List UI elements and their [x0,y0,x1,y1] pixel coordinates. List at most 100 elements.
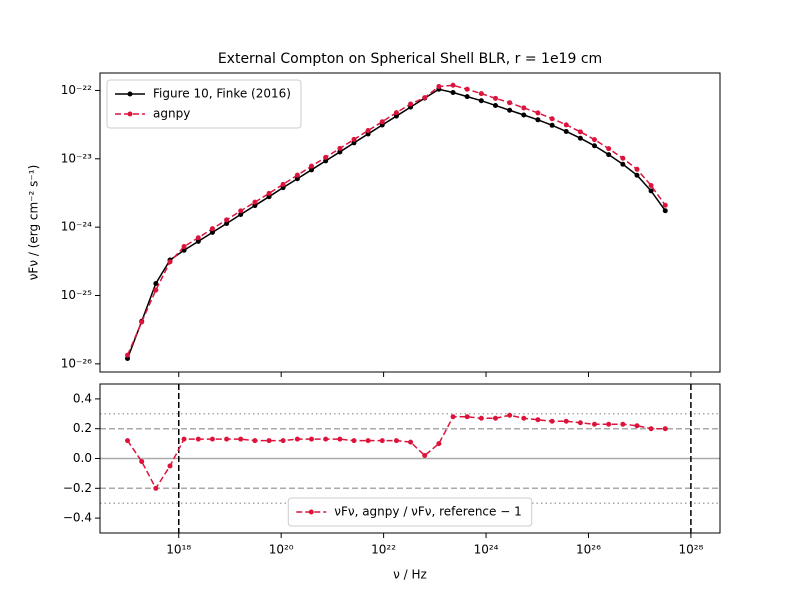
data-point [606,421,612,427]
y-tick-label: 10⁻²⁶ [61,356,92,370]
data-point [280,181,286,187]
data-point [153,287,159,293]
data-point [521,415,527,421]
data-point [351,136,357,142]
data-point [648,182,654,188]
legend-marker [127,111,133,117]
data-point [634,172,640,178]
data-point [620,421,626,427]
legend-marker [308,509,314,515]
data-point [648,188,654,194]
data-point [521,112,527,118]
data-point [507,100,513,106]
data-point [577,129,583,135]
y-tick-label: 0.0 [73,451,92,465]
legend-frame [106,79,302,129]
y-tick-label: −0.2 [63,481,92,495]
legend-label: νFν, agnpy / νFν, reference − 1 [334,505,521,519]
x-tick-label: 10¹⁸ [166,543,191,557]
data-point [535,417,541,423]
legend-label: Figure 10, Finke (2016) [153,87,291,101]
y-axis-label: νFν / (erg cm⁻² s⁻¹) [27,165,41,281]
data-point [422,95,428,101]
data-point [662,202,668,208]
y-tick-label: 0.2 [73,421,92,435]
x-axis-label: ν / Hz [393,568,427,582]
y-tick-label: 10⁻²⁵ [61,288,92,302]
data-point [606,152,612,158]
data-point [606,146,612,152]
data-point [167,259,173,265]
x-tick-label: 10²⁰ [269,543,294,557]
data-point [294,436,300,442]
data-point [648,426,654,432]
chart-title: External Compton on Spherical Shell BLR,… [218,51,602,67]
data-point [266,190,272,196]
x-tick-label: 10²⁴ [474,543,499,557]
x-tick-label: 10²⁶ [576,543,601,557]
plot-frame [99,72,721,373]
panel: 10¹⁸ 10²⁰ 10²² 10²⁴ 10²⁶ 10²⁸ −0.4 −0.2 0.0 0.2 0.… [63,383,721,582]
data-point [662,426,668,432]
data-point [591,421,597,427]
data-point [507,107,513,113]
data-point [323,158,329,164]
data-point [436,441,442,447]
legend: Figure 10, Finke (2016) agnpy [106,79,302,129]
data-point [535,117,541,123]
data-point [167,463,173,469]
data-point [492,415,498,421]
data-point [337,145,343,151]
data-point [591,137,597,143]
data-point [393,438,399,444]
data-point [209,436,215,442]
data-point [492,95,498,101]
data-point [125,352,131,358]
data-point [577,135,583,141]
y-tick-label: 10⁻²⁴ [61,220,92,234]
data-point [521,105,527,111]
data-point [436,84,442,90]
data-point [323,436,329,442]
data-point [577,420,583,426]
legend-frame [287,497,533,527]
data-point [252,199,258,205]
data-point [224,436,230,442]
data-point [563,418,569,424]
data-point [393,110,399,116]
data-point [351,140,357,146]
data-point [591,143,597,149]
data-point [478,415,484,421]
data-point [224,221,230,227]
data-point [209,226,215,232]
data-point [195,235,201,241]
data-point [280,438,286,444]
data-point [563,122,569,128]
data-point [181,436,187,442]
data-point [549,116,555,122]
data-point [323,154,329,160]
data-point [492,102,498,108]
y-tick-label: 10⁻²² [61,83,92,97]
data-point [450,90,456,96]
data-point [153,280,159,286]
data-point [408,101,414,107]
data-point [238,212,244,218]
panel: 10⁻²⁶ 10⁻²⁵ 10⁻²⁴ 10⁻²³ 10⁻²² External Compto… [27,51,721,377]
data-point [535,110,541,116]
data-point [464,86,470,92]
data-point [620,161,626,167]
data-point [464,414,470,420]
data-point [365,128,371,134]
data-point [464,94,470,100]
data-point [365,438,371,444]
y-tick-label: −0.4 [63,511,92,525]
data-point [195,238,201,244]
y-tick-label: 0.4 [73,391,92,405]
data-point [309,436,315,442]
data-point [224,217,230,223]
data-point [337,149,343,155]
data-point [379,438,385,444]
legend-marker [127,91,133,97]
data-point [662,208,668,214]
